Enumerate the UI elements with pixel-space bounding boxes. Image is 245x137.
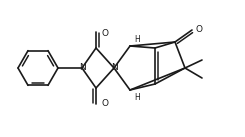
Text: H: H [134,35,140,44]
Text: N: N [79,64,85,72]
Text: H: H [134,92,140,102]
Text: O: O [196,25,203,35]
Text: O: O [101,99,109,108]
Text: N: N [111,64,117,72]
Text: O: O [101,28,109,38]
